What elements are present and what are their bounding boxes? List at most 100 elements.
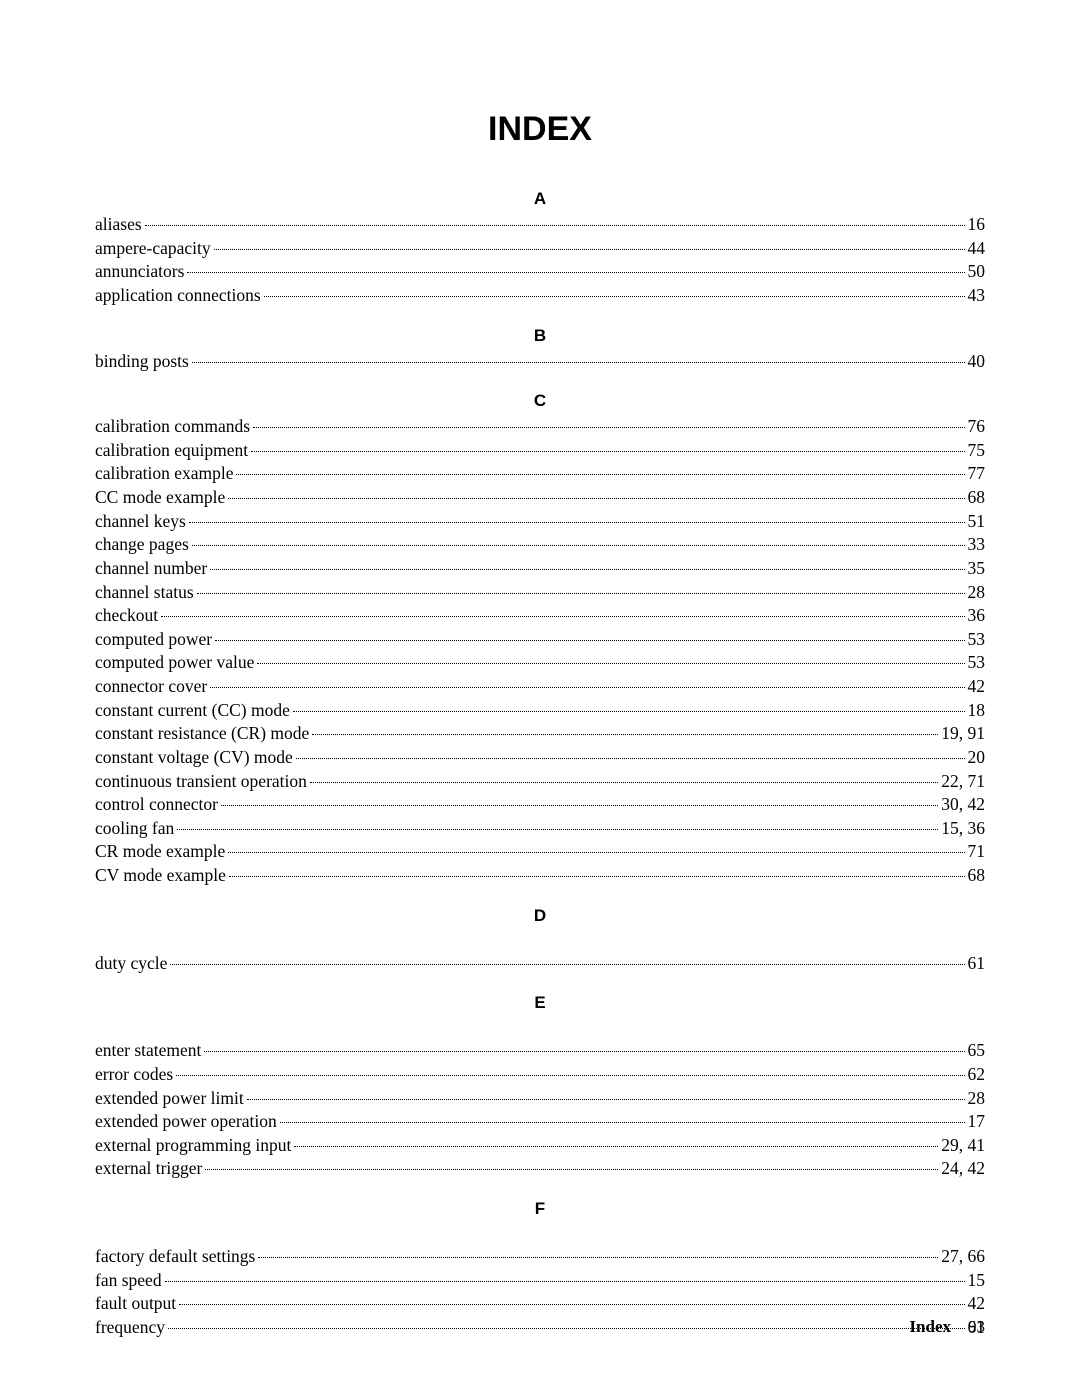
index-entry: constant resistance (CR) mode19, 91: [95, 722, 985, 746]
index-pages: 40: [968, 350, 986, 374]
section-letter: F: [95, 1199, 985, 1219]
leader-dots: [168, 1328, 965, 1329]
section-letter: D: [95, 906, 985, 926]
index-term: channel keys: [95, 510, 186, 534]
index-entry: connector cover42: [95, 675, 985, 699]
index-body: Aaliases16ampere-capacity44annunciators5…: [95, 189, 985, 1340]
leader-dots: [165, 1281, 965, 1282]
index-entry: channel status 28: [95, 581, 985, 605]
index-pages: 33: [968, 533, 986, 557]
leader-dots: [296, 758, 965, 759]
index-pages: 27, 66: [941, 1245, 985, 1269]
index-term: fan speed: [95, 1269, 162, 1293]
index-term: extended power limit: [95, 1087, 244, 1111]
leader-dots: [253, 427, 964, 428]
footer-label: Index: [909, 1317, 951, 1336]
leader-dots: [294, 1146, 938, 1147]
index-term: aliases: [95, 213, 142, 237]
index-entry: cooling fan 15, 36: [95, 817, 985, 841]
index-term: channel status: [95, 581, 194, 605]
index-entry: annunciators 50: [95, 260, 985, 284]
index-term: calibration equipment: [95, 439, 248, 463]
index-term: external programming input: [95, 1134, 291, 1158]
leader-dots: [236, 474, 964, 475]
index-entry: calibration equipment 75: [95, 439, 985, 463]
index-pages: 50: [968, 260, 986, 284]
index-entry: duty cycle61: [95, 952, 985, 976]
index-term: frequency: [95, 1316, 165, 1340]
index-term: computed power value: [95, 651, 254, 675]
index-term: CC mode example: [95, 486, 225, 510]
index-term: external trigger: [95, 1157, 202, 1181]
index-pages: 19, 91: [941, 722, 985, 746]
index-pages: 68: [968, 486, 986, 510]
index-entry: error codes62: [95, 1063, 985, 1087]
index-entry: frequency61: [95, 1316, 985, 1340]
index-entry: extended power operation 17: [95, 1110, 985, 1134]
index-pages: 42: [968, 1292, 986, 1316]
leader-dots: [247, 1099, 965, 1100]
leader-dots: [177, 829, 938, 830]
index-entry: aliases16: [95, 213, 985, 237]
index-term: annunciators: [95, 260, 184, 284]
index-term: fault output: [95, 1292, 176, 1316]
index-pages: 18: [968, 699, 986, 723]
index-entry: external trigger 24, 42: [95, 1157, 985, 1181]
index-pages: 29, 41: [941, 1134, 985, 1158]
index-entry: continuous transient operation 22, 71: [95, 770, 985, 794]
index-pages: 15, 36: [941, 817, 985, 841]
index-entry: enter statement65: [95, 1039, 985, 1063]
index-term: constant current (CC) mode: [95, 699, 290, 723]
leader-dots: [228, 852, 964, 853]
index-pages: 28: [968, 1087, 986, 1111]
section-letter: E: [95, 993, 985, 1013]
section-letter: B: [95, 326, 985, 346]
index-pages: 22, 71: [941, 770, 985, 794]
index-pages: 68: [968, 864, 986, 888]
index-page: INDEX Aaliases16ampere-capacity44annunci…: [0, 0, 1080, 1397]
page-footer: Index 93: [909, 1317, 985, 1337]
index-term: continuous transient operation: [95, 770, 307, 794]
index-term: extended power operation: [95, 1110, 277, 1134]
leader-dots: [197, 593, 965, 594]
index-entry: checkout36: [95, 604, 985, 628]
leader-dots: [312, 734, 938, 735]
index-entry: fault output 42: [95, 1292, 985, 1316]
index-term: factory default settings: [95, 1245, 255, 1269]
index-term: cooling fan: [95, 817, 174, 841]
leader-dots: [189, 522, 965, 523]
leader-dots: [204, 1051, 964, 1052]
index-term: error codes: [95, 1063, 173, 1087]
index-term: calibration commands: [95, 415, 250, 439]
leader-dots: [161, 616, 964, 617]
index-entry: CC mode example 68: [95, 486, 985, 510]
index-pages: 75: [968, 439, 986, 463]
leader-dots: [205, 1169, 938, 1170]
index-term: channel number: [95, 557, 207, 581]
footer-page-number: 93: [968, 1317, 985, 1336]
leader-dots: [179, 1304, 964, 1305]
index-term: enter statement: [95, 1039, 201, 1063]
index-term: computed power: [95, 628, 212, 652]
index-pages: 53: [968, 651, 986, 675]
leader-dots: [210, 569, 964, 570]
index-pages: 28: [968, 581, 986, 605]
index-pages: 51: [968, 510, 986, 534]
index-entry: control connector30, 42: [95, 793, 985, 817]
index-pages: 42: [968, 675, 986, 699]
index-pages: 35: [968, 557, 986, 581]
index-term: calibration example: [95, 462, 233, 486]
leader-dots: [214, 249, 965, 250]
index-entry: CR mode example71: [95, 840, 985, 864]
index-entry: ampere-capacity44: [95, 237, 985, 261]
leader-dots: [192, 362, 965, 363]
index-pages: 24, 42: [941, 1157, 985, 1181]
index-entry: constant voltage (CV) mode20: [95, 746, 985, 770]
index-pages: 17: [968, 1110, 986, 1134]
index-entry: application connections43: [95, 284, 985, 308]
index-entry: calibration commands76: [95, 415, 985, 439]
index-entry: external programming input 29, 41: [95, 1134, 985, 1158]
index-pages: 44: [968, 237, 986, 261]
leader-dots: [145, 225, 965, 226]
leader-dots: [257, 663, 964, 664]
